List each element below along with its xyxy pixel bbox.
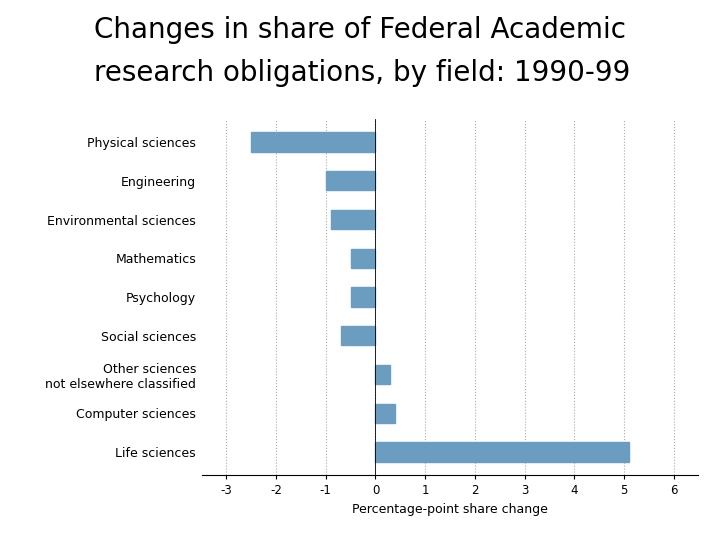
- Bar: [376, 403, 395, 423]
- Bar: [330, 210, 376, 229]
- Bar: [351, 287, 376, 307]
- Bar: [376, 442, 629, 462]
- Text: Changes in share of Federal Academic: Changes in share of Federal Academic: [94, 16, 626, 44]
- X-axis label: Percentage-point share change: Percentage-point share change: [352, 503, 548, 516]
- Bar: [341, 326, 376, 346]
- Text: research obligations, by field: 1990-99: research obligations, by field: 1990-99: [94, 59, 630, 87]
- Bar: [376, 365, 390, 384]
- Bar: [325, 171, 376, 191]
- Bar: [251, 132, 376, 152]
- Bar: [351, 248, 376, 268]
